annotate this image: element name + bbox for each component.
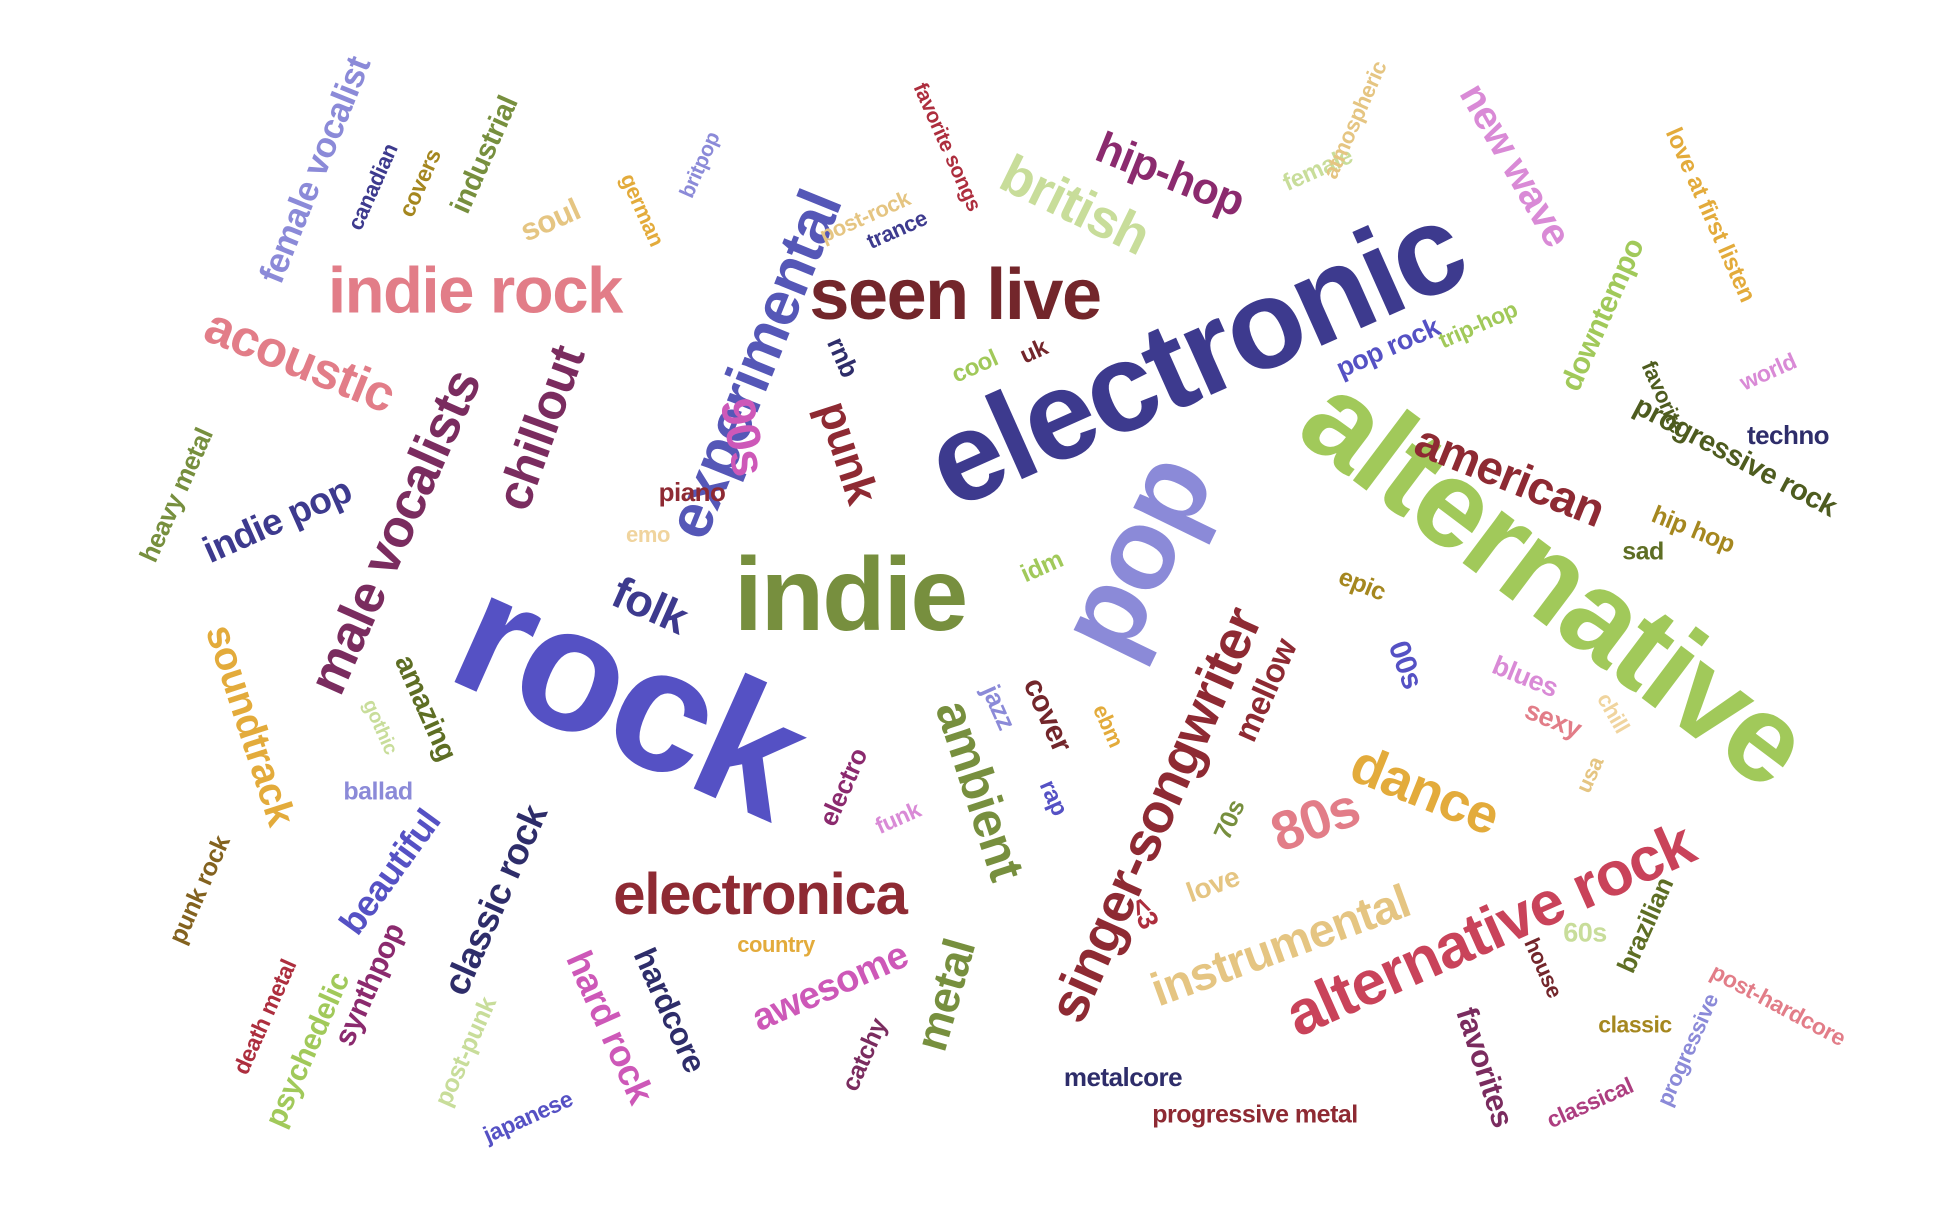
tag-classic: classic xyxy=(1598,1011,1672,1038)
tag-progressive-metal: progressive metal xyxy=(1152,1100,1358,1129)
tag-chillout: chillout xyxy=(484,338,596,518)
tag-electro: electro xyxy=(812,743,874,831)
tag-love-at-first-listen: love at first listen xyxy=(1659,123,1761,307)
tag-70s: 70s xyxy=(1208,795,1251,844)
tag-favorites: favorites xyxy=(1449,1002,1521,1132)
tag-house: house xyxy=(1519,934,1568,1002)
tag-new-wave: new wave xyxy=(1450,75,1580,255)
tag-post-hardcore: post-hardcore xyxy=(1706,958,1850,1051)
tag-punk: punk xyxy=(807,394,889,510)
tag-japanese: japanese xyxy=(479,1085,577,1148)
tag-techno: techno xyxy=(1746,420,1830,450)
tag-ballad: ballad xyxy=(343,777,413,806)
tag-britpop: britpop xyxy=(675,128,725,202)
tag-metalcore: metalcore xyxy=(1063,1062,1183,1092)
tag-soul: soul xyxy=(514,191,586,249)
tag-00s: 00s xyxy=(1381,636,1430,694)
tag-emo: emo xyxy=(626,522,670,547)
tag-electronica: electronica xyxy=(613,862,908,927)
tag-classical: classical xyxy=(1542,1072,1638,1134)
tag-metal: metal xyxy=(904,933,986,1057)
tag-rap: rap xyxy=(1033,775,1074,820)
tag-60s: 60s xyxy=(1563,917,1607,948)
tag-canadian: canadian xyxy=(342,139,403,234)
tag-gothic: gothic xyxy=(358,696,402,758)
tag-epic: epic xyxy=(1334,562,1390,607)
tag-indie: indie xyxy=(733,537,968,653)
tag-covers: covers xyxy=(393,144,446,221)
tag-punk-rock: punk rock xyxy=(163,831,236,949)
tag-seen-live: seen live xyxy=(809,255,1102,335)
tag-post-punk: post-punk xyxy=(429,992,502,1111)
tag-funk: funk xyxy=(871,796,925,839)
tag-beautiful: beautiful xyxy=(330,801,449,942)
tag-dance: dance xyxy=(1342,732,1508,848)
tag-ebm: ebm xyxy=(1088,700,1129,751)
tag-german: german xyxy=(615,169,670,250)
tag-soundtrack: soundtrack xyxy=(196,619,304,831)
tag-country: country xyxy=(737,932,815,957)
tag-favorite-songs: favorite songs xyxy=(908,79,986,215)
tag-usa: usa xyxy=(1570,752,1609,797)
tag-rnb: rnb xyxy=(821,332,865,382)
tag-industrial: industrial xyxy=(444,91,525,219)
tag-90s: 90s xyxy=(709,394,776,480)
tag-world: world xyxy=(1735,347,1801,396)
tag-love: love xyxy=(1182,860,1244,909)
tag-80s: 80s xyxy=(1262,775,1367,864)
tag-downtempo: downtempo xyxy=(1554,233,1651,396)
tag-indie-pop: indie pop xyxy=(196,469,358,571)
tag-classic-rock: classic rock xyxy=(434,798,556,1002)
tag-indie-rock: indie rock xyxy=(327,253,623,327)
tag-sexy: sexy xyxy=(1520,694,1586,745)
tag-piano: piano xyxy=(658,477,726,507)
tag-catchy: catchy xyxy=(836,1014,893,1096)
tag-progressive: progressive xyxy=(1651,989,1724,1110)
tag-sad: sad xyxy=(1622,537,1664,566)
tag-cover: cover xyxy=(1016,672,1079,757)
